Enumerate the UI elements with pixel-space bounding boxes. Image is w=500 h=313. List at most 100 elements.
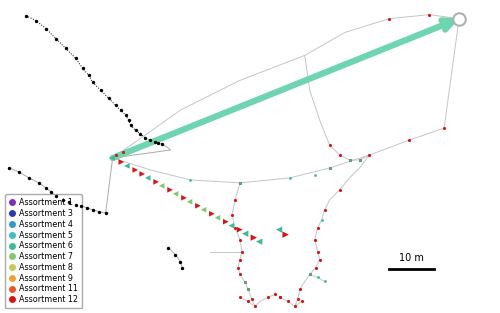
Point: [356, 157, 364, 162]
Polygon shape: [200, 207, 206, 213]
Polygon shape: [209, 211, 214, 217]
Point: [42, 185, 50, 190]
Point: [251, 304, 259, 309]
Point: [318, 217, 326, 222]
Polygon shape: [237, 227, 242, 233]
Point: [104, 96, 112, 101]
Point: [112, 103, 120, 108]
Point: [291, 304, 299, 309]
Polygon shape: [154, 179, 159, 185]
Point: [314, 249, 322, 254]
Point: [72, 56, 80, 61]
Point: [72, 202, 80, 207]
Point: [22, 13, 30, 18]
Point: [176, 259, 184, 264]
Point: [236, 180, 244, 185]
Point: [440, 126, 448, 131]
Point: [96, 88, 104, 93]
Point: [154, 141, 162, 146]
Point: [284, 299, 292, 304]
Point: [122, 113, 130, 118]
Point: [124, 118, 132, 123]
Point: [88, 207, 96, 212]
Polygon shape: [256, 239, 262, 245]
Point: [314, 225, 322, 230]
Point: [59, 197, 67, 202]
Point: [52, 36, 60, 41]
Point: [65, 199, 73, 204]
Point: [276, 295, 284, 300]
Point: [102, 210, 110, 215]
Point: [326, 142, 334, 147]
Point: [32, 18, 40, 23]
Point: [52, 193, 60, 198]
Point: [47, 189, 55, 194]
Point: [62, 46, 70, 51]
Point: [42, 26, 50, 31]
Point: [152, 140, 160, 145]
Point: [326, 166, 334, 171]
Polygon shape: [282, 232, 289, 238]
Point: [158, 141, 166, 146]
Point: [310, 172, 318, 177]
Point: [366, 152, 374, 157]
Point: [231, 197, 239, 202]
Point: [314, 275, 322, 280]
Point: [15, 169, 23, 174]
Polygon shape: [195, 203, 200, 208]
Polygon shape: [145, 175, 150, 181]
Point: [94, 209, 102, 214]
Polygon shape: [214, 215, 220, 221]
Point: [236, 257, 244, 262]
Point: [126, 123, 134, 128]
Polygon shape: [109, 155, 114, 161]
Point: [172, 252, 179, 257]
Point: [146, 138, 154, 143]
Point: [320, 279, 328, 284]
Point: [118, 150, 126, 155]
Point: [312, 265, 320, 270]
Point: [276, 295, 284, 300]
Point: [241, 280, 249, 285]
Point: [132, 128, 140, 133]
Point: [271, 292, 279, 297]
Point: [236, 295, 244, 300]
Point: [306, 272, 314, 277]
Polygon shape: [276, 227, 282, 233]
Point: [35, 180, 43, 185]
Point: [164, 245, 172, 250]
Point: [356, 157, 364, 162]
Point: [228, 212, 236, 217]
Point: [306, 272, 314, 277]
Point: [78, 66, 86, 71]
Polygon shape: [159, 183, 164, 189]
Point: [84, 73, 92, 78]
Point: [264, 295, 272, 300]
Point: [25, 175, 33, 180]
Polygon shape: [242, 230, 248, 237]
Point: [296, 287, 304, 292]
Point: [326, 166, 334, 171]
Point: [142, 136, 150, 141]
Point: [77, 203, 85, 208]
Polygon shape: [118, 159, 124, 165]
Point: [244, 299, 252, 304]
Polygon shape: [181, 195, 187, 201]
Point: [82, 205, 90, 210]
Point: [186, 177, 194, 182]
Point: [231, 225, 239, 230]
Point: [336, 187, 344, 192]
Polygon shape: [223, 219, 228, 224]
Point: [178, 265, 186, 270]
Point: [116, 108, 124, 113]
Polygon shape: [187, 199, 192, 205]
Polygon shape: [168, 187, 173, 192]
Point: [336, 152, 344, 157]
Point: [234, 265, 242, 270]
Point: [244, 287, 252, 292]
Point: [236, 180, 244, 185]
Polygon shape: [140, 171, 145, 177]
Polygon shape: [173, 191, 178, 197]
Point: [88, 80, 96, 85]
Point: [244, 287, 252, 292]
